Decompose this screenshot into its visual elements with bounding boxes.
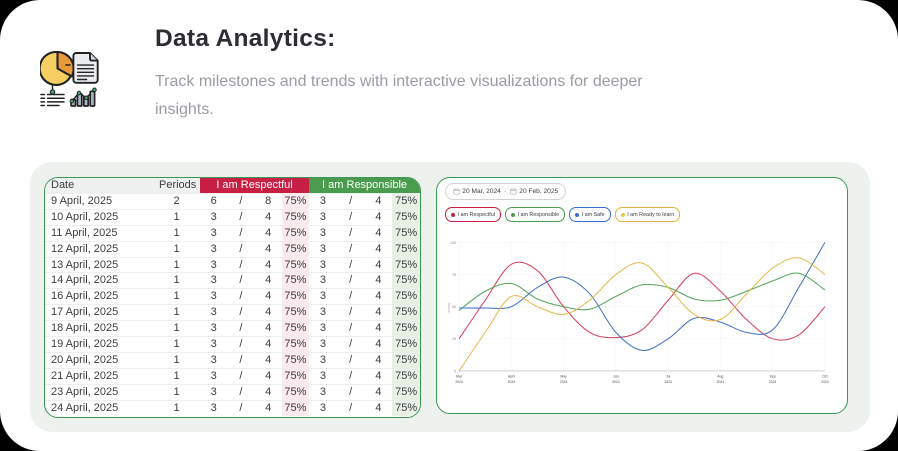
svg-text:2024: 2024: [455, 380, 463, 384]
svg-text:25: 25: [452, 337, 456, 341]
svg-text:2024: 2024: [717, 380, 725, 384]
svg-text:2024: 2024: [560, 380, 568, 384]
svg-text:Scores: Scores: [447, 303, 451, 313]
svg-text:May: May: [560, 375, 567, 379]
svg-text:2024: 2024: [664, 380, 672, 384]
svg-text:Mar: Mar: [456, 375, 463, 379]
svg-text:2024: 2024: [612, 380, 620, 384]
svg-text:75: 75: [452, 273, 456, 277]
svg-text:Jun: Jun: [613, 375, 619, 379]
svg-text:50: 50: [452, 305, 456, 309]
svg-text:Oct: Oct: [822, 375, 827, 379]
svg-text:April: April: [508, 375, 515, 379]
svg-text:2024: 2024: [821, 380, 829, 384]
svg-text:Jul: Jul: [666, 375, 671, 379]
svg-text:2024: 2024: [508, 380, 516, 384]
svg-text:Sep: Sep: [770, 375, 776, 379]
svg-text:100: 100: [450, 241, 456, 245]
svg-text:2024: 2024: [769, 380, 777, 384]
svg-text:Aug: Aug: [717, 375, 723, 379]
svg-text:0: 0: [454, 369, 456, 373]
